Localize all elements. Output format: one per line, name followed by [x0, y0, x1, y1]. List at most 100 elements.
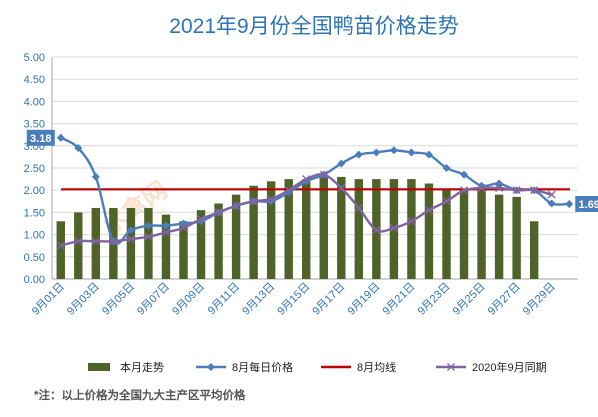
y-tick-label: 5.00: [24, 52, 45, 64]
data-point: [109, 237, 118, 246]
bar: [91, 207, 101, 279]
bar: [214, 203, 223, 279]
x-tick-label: 9月01日: [30, 281, 67, 318]
series-lines: [56, 133, 574, 250]
bar: [512, 196, 521, 279]
data-point: [144, 221, 153, 230]
bar: [302, 179, 311, 279]
data-point: [161, 221, 170, 230]
x-tick-label: 9月23日: [416, 281, 453, 318]
data-point: [407, 217, 416, 226]
y-tick-label: 4.50: [24, 74, 45, 86]
legend-swatch-bar: [88, 363, 110, 371]
data-point: [249, 197, 258, 206]
bar: [494, 194, 504, 279]
bar: [407, 179, 416, 279]
data-point: [319, 170, 328, 179]
bar: [284, 179, 293, 279]
x-tick-label: 9月07日: [135, 281, 172, 318]
bar: [337, 176, 346, 279]
data-point: [547, 190, 556, 199]
data-point: [56, 133, 65, 142]
data-point: [442, 164, 451, 172]
y-tick-label: 2.50: [24, 163, 45, 175]
x-tick-label: 9月29日: [521, 281, 558, 318]
data-point: [442, 197, 451, 206]
legend-label: 8月均线: [357, 360, 396, 374]
data-labels: 3.18 1.69: [26, 129, 598, 212]
data-point: [424, 150, 433, 159]
data-point: [302, 175, 311, 184]
data-point: [214, 208, 223, 217]
data-point: [424, 206, 433, 215]
legend-label: 本月走势: [120, 360, 164, 374]
data-point: [91, 237, 100, 246]
data-label: 1.69: [579, 199, 598, 211]
x-tick-label: 9月11日: [206, 281, 242, 317]
data-point: [372, 148, 381, 157]
data-point: [389, 223, 398, 232]
bar: [126, 207, 136, 279]
data-point: [547, 199, 556, 208]
data-label: 3.18: [30, 133, 51, 145]
data-point: [197, 215, 206, 224]
data-point: [354, 150, 363, 159]
x-tick-label: 9月05日: [100, 281, 137, 318]
data-label-box: [26, 129, 55, 146]
bar: [249, 185, 258, 279]
data-point: [389, 146, 398, 155]
data-point: [126, 235, 135, 244]
data-point: [284, 186, 293, 195]
bar: [442, 190, 451, 279]
bar: [74, 212, 83, 279]
y-tick-label: 1.00: [24, 230, 45, 242]
data-point: [460, 186, 469, 195]
x-tick-label: 9月27日: [486, 281, 523, 318]
data-point: [565, 199, 574, 208]
data-label-box: [575, 195, 598, 212]
x-tick-label: 9月03日: [65, 281, 102, 318]
bar: [319, 176, 328, 279]
data-point: [460, 170, 469, 179]
bar: [354, 179, 364, 279]
y-tick-label: 0.00: [24, 274, 45, 286]
data-point: [74, 144, 83, 153]
data-point: [354, 203, 363, 212]
bar: [424, 183, 434, 279]
x-tick-label: 9月09日: [170, 281, 207, 318]
y-tick-label: 1.50: [24, 207, 45, 219]
data-point: [477, 183, 486, 192]
y-tick-label: 0.50: [24, 252, 45, 264]
data-point: [232, 201, 241, 210]
legend-marker: [447, 363, 455, 371]
footnote: *注：以上价格为全国九大主产区平均价格: [34, 388, 246, 402]
data-point: [495, 183, 504, 192]
bar: [266, 181, 276, 279]
data-point: [144, 232, 153, 241]
bar: [144, 207, 153, 279]
x-tick-label: 9月15日: [275, 281, 312, 318]
data-point: [267, 195, 276, 204]
y-tick-label: 2.00: [24, 185, 45, 197]
bar: [196, 210, 206, 279]
data-point: [372, 226, 381, 235]
y-tick-label: 4.00: [24, 96, 45, 108]
bar: [459, 190, 469, 279]
data-point: [179, 223, 188, 232]
chart-title: 2021年9月份全国鸭苗价格走势: [169, 15, 458, 38]
data-point: [126, 226, 135, 235]
bar: [179, 221, 188, 279]
y-axis: 0.000.501.001.502.002.503.003.504.004.50…: [24, 52, 53, 286]
data-point: [161, 228, 170, 237]
data-point: [337, 183, 346, 192]
data-point: [74, 237, 83, 246]
legend-label: 8月每日价格: [232, 360, 293, 374]
x-tick-label: 9月21日: [381, 281, 418, 318]
data-point: [91, 172, 100, 181]
data-point: [407, 148, 416, 157]
bar: [56, 221, 65, 279]
legend: 本月走势 8月每日价格 8月均线 2020年9月同期: [88, 360, 547, 374]
bar: [477, 190, 486, 279]
bar: [161, 214, 171, 279]
